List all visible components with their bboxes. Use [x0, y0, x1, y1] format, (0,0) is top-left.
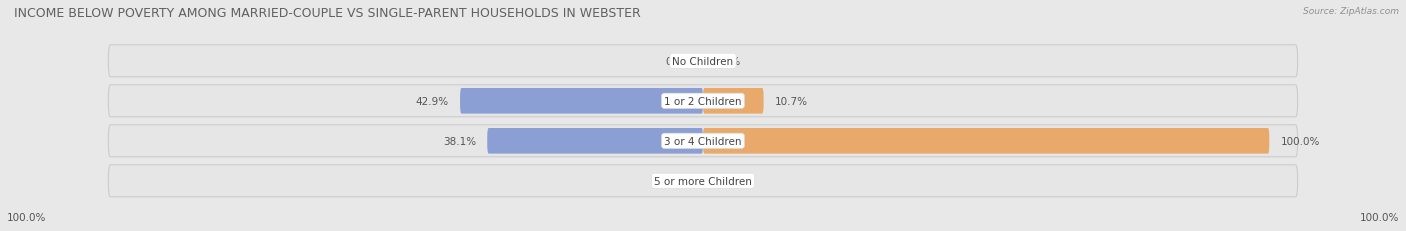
Text: 0.0%: 0.0%	[714, 176, 741, 186]
Text: 0.0%: 0.0%	[665, 57, 692, 67]
Text: Source: ZipAtlas.com: Source: ZipAtlas.com	[1303, 7, 1399, 16]
FancyBboxPatch shape	[108, 85, 1298, 117]
Text: 100.0%: 100.0%	[1360, 212, 1399, 222]
Text: 3 or 4 Children: 3 or 4 Children	[664, 136, 742, 146]
Text: INCOME BELOW POVERTY AMONG MARRIED-COUPLE VS SINGLE-PARENT HOUSEHOLDS IN WEBSTER: INCOME BELOW POVERTY AMONG MARRIED-COUPL…	[14, 7, 641, 20]
Text: No Children: No Children	[672, 57, 734, 67]
Text: 100.0%: 100.0%	[1281, 136, 1320, 146]
Text: 100.0%: 100.0%	[7, 212, 46, 222]
Text: 38.1%: 38.1%	[443, 136, 475, 146]
FancyBboxPatch shape	[703, 128, 1270, 154]
FancyBboxPatch shape	[108, 125, 1298, 157]
FancyBboxPatch shape	[460, 89, 703, 114]
Text: 1 or 2 Children: 1 or 2 Children	[664, 96, 742, 106]
Text: 5 or more Children: 5 or more Children	[654, 176, 752, 186]
Text: 0.0%: 0.0%	[714, 57, 741, 67]
Text: 42.9%: 42.9%	[416, 96, 449, 106]
FancyBboxPatch shape	[108, 46, 1298, 77]
Text: 0.0%: 0.0%	[665, 176, 692, 186]
FancyBboxPatch shape	[488, 128, 703, 154]
Text: 10.7%: 10.7%	[775, 96, 808, 106]
FancyBboxPatch shape	[108, 165, 1298, 197]
FancyBboxPatch shape	[703, 89, 763, 114]
